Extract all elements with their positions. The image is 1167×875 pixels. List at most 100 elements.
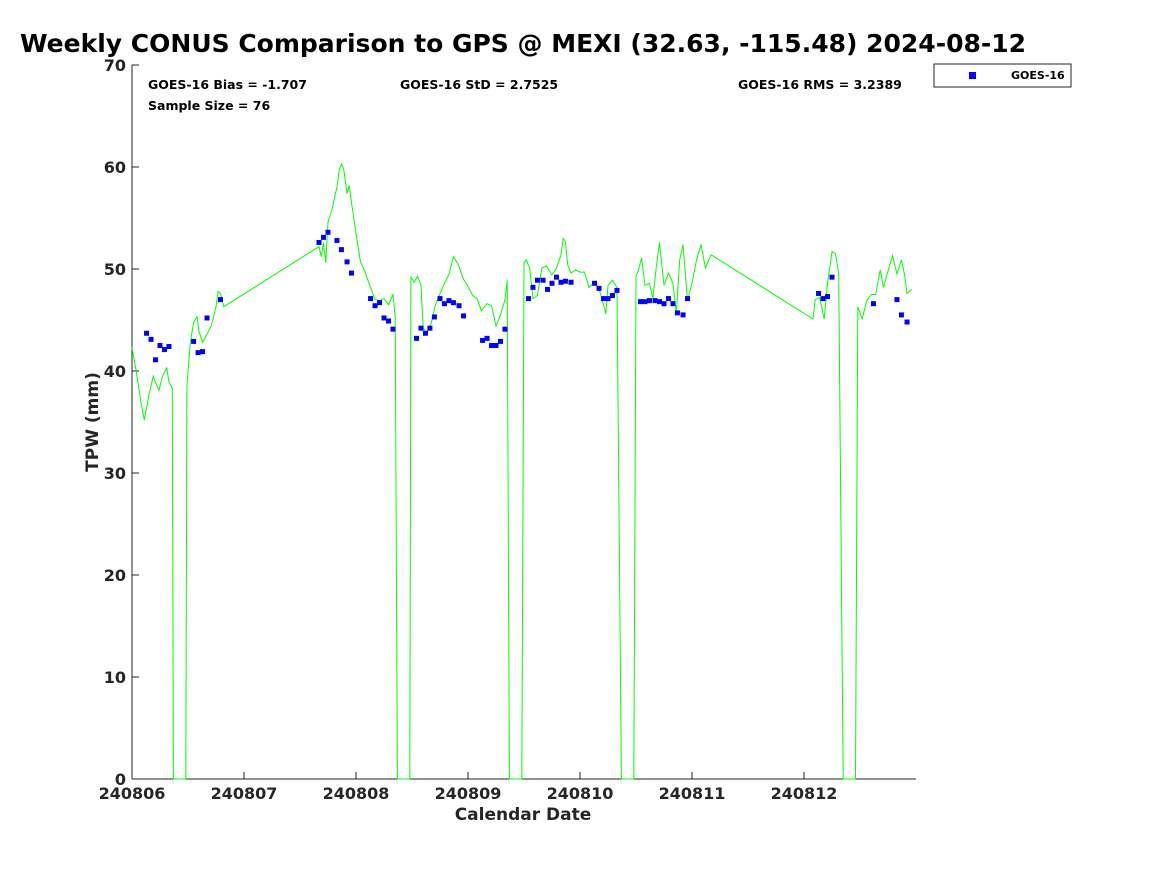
goes16-point: [609, 293, 615, 299]
legend[interactable]: GOES-16: [933, 63, 1072, 88]
goes16-point: [674, 310, 680, 316]
goes16-point: [670, 301, 676, 307]
goes16-point: [605, 296, 611, 302]
goes16-point: [446, 298, 452, 304]
goes16-point: [642, 299, 648, 305]
goes16-point: [553, 274, 559, 280]
goes16-point: [558, 279, 564, 285]
goes16-point: [568, 279, 574, 285]
y-tick-label: 20: [104, 566, 126, 585]
goes16-point: [334, 237, 340, 243]
goes16-point: [204, 315, 210, 321]
series-layer: [131, 162, 912, 780]
y-tick-label: 50: [104, 260, 126, 279]
legend-box: [933, 63, 1072, 88]
goes16-point: [530, 284, 536, 290]
goes16-point: [652, 298, 658, 304]
goes16-point: [680, 312, 686, 318]
goes16-point: [385, 318, 391, 324]
goes16-point: [217, 297, 223, 303]
goes16-point: [614, 287, 620, 293]
y-tick-label: 40: [104, 362, 126, 381]
goes16-point: [461, 313, 467, 319]
goes16-point: [195, 350, 201, 356]
goes16-point: [325, 229, 331, 235]
goes16-point: [372, 303, 378, 309]
plot-background: [132, 65, 916, 779]
goes16-point: [437, 296, 443, 302]
goes16-point: [685, 296, 691, 302]
y-tick-label: 0: [115, 770, 126, 789]
plot-area: 0 10 20 30 40 50 60 70 240806 240807 240808 240809…: [99, 56, 916, 803]
goes16-point: [592, 280, 598, 286]
goes16-point: [562, 278, 568, 284]
gps-tpw-line: [131, 162, 912, 780]
goes16-point: [898, 312, 904, 318]
goes16-point: [166, 344, 172, 350]
x-tick-label: 240811: [659, 784, 726, 803]
goes16-point: [377, 300, 383, 306]
goes16-point: [200, 349, 206, 355]
goes16-point: [904, 319, 910, 325]
goes16-point: [545, 286, 551, 292]
goes16-point: [870, 301, 876, 307]
y-tick-label: 30: [104, 464, 126, 483]
y-ticks: 0 10 20 30 40 50 60 70: [104, 56, 139, 789]
goes16-point: [148, 336, 154, 342]
statistics-annotations: GOES-16 Bias = -1.707 GOES-16 StD = 2.75…: [148, 77, 902, 113]
legend-marker-goes16: [969, 72, 976, 79]
goes16-point: [418, 325, 424, 331]
x-tick-label: 240807: [211, 784, 278, 803]
goes16-point: [413, 335, 419, 341]
goes16-point: [637, 299, 643, 305]
goes16-point: [161, 347, 167, 353]
bias-annotation: GOES-16 Bias = -1.707: [148, 77, 307, 92]
goes16-point: [441, 301, 447, 307]
goes16-point: [665, 296, 671, 302]
x-tick-label: 240812: [771, 784, 838, 803]
goes16-point: [534, 277, 540, 283]
sample-size-annotation: Sample Size = 76: [148, 98, 270, 113]
goes16-point: [596, 285, 602, 291]
goes16-point: [601, 296, 607, 302]
goes16-point: [321, 234, 327, 240]
y-tick-label: 60: [104, 158, 126, 177]
chart-title: Weekly CONUS Comparison to GPS @ MEXI (3…: [20, 29, 1026, 58]
goes16-point: [390, 326, 396, 332]
goes16-point: [825, 294, 831, 300]
rms-annotation: GOES-16 RMS = 3.2389: [738, 77, 902, 92]
goes16-point: [191, 338, 197, 344]
goes16-point: [497, 338, 503, 344]
x-tick-label: 240806: [99, 784, 166, 803]
x-tick-label: 240809: [435, 784, 502, 803]
x-tick-label: 240808: [323, 784, 390, 803]
goes16-point: [157, 343, 163, 348]
legend-label-goes16: GOES-16: [1011, 69, 1065, 82]
goes16-point: [368, 296, 374, 302]
goes16-point: [338, 247, 344, 253]
goes16-point: [894, 297, 900, 303]
goes16-point: [657, 299, 663, 305]
goes16-point: [316, 239, 322, 245]
goes16-point: [484, 335, 490, 341]
std-annotation: GOES-16 StD = 2.7525: [400, 77, 558, 92]
goes16-point: [540, 277, 546, 283]
goes16-point: [820, 296, 826, 302]
y-tick-label: 70: [104, 56, 126, 75]
goes16-point: [493, 343, 499, 348]
y-tick-label: 10: [104, 668, 126, 687]
y-axis-label: TPW (mm): [83, 372, 103, 472]
goes16-point: [431, 314, 437, 320]
goes16-point: [153, 357, 159, 363]
goes16-point: [816, 290, 822, 296]
goes16-point: [646, 298, 652, 304]
goes16-point: [349, 270, 355, 276]
goes16-point: [525, 296, 531, 302]
goes16-point: [502, 326, 508, 332]
goes16-point: [427, 325, 433, 331]
x-tick-label: 240810: [547, 784, 614, 803]
goes16-point: [829, 274, 835, 280]
goes16-point: [661, 301, 667, 307]
goes16-point: [480, 337, 486, 343]
